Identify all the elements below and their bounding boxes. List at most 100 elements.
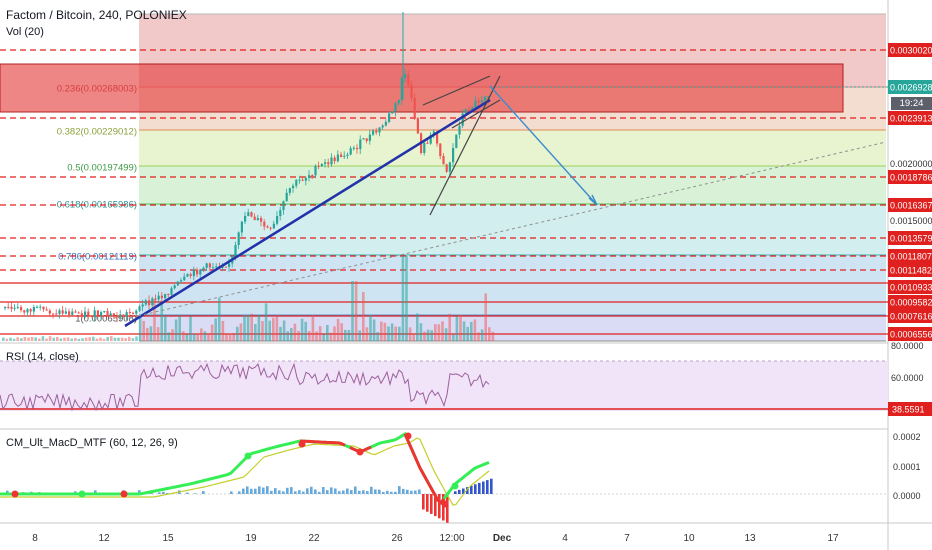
- macd-histogram-bar: [230, 491, 233, 494]
- price-tag: [888, 327, 932, 341]
- time-axis-label: 15: [162, 533, 174, 544]
- macd-histogram-bar: [318, 491, 321, 494]
- macd-cross-dot: [356, 448, 364, 456]
- macd-cross-dot: [244, 452, 252, 460]
- price-tag-text: 0.00163675: [890, 201, 932, 211]
- volume-bar: [120, 337, 124, 341]
- volume-bar: [336, 318, 340, 341]
- macd-histogram-bar: [266, 486, 269, 494]
- price-tag: [888, 231, 932, 245]
- price-tag-text: 0.00076167: [890, 312, 932, 322]
- time-axis-label: 26: [391, 533, 403, 544]
- price-axis: 0.00300201 0.00269287 0.00239132 0.00187866…: [888, 43, 932, 341]
- price-tag-text: 0.00065567: [890, 330, 932, 340]
- macd-cross-dot: [404, 432, 412, 440]
- macd-histogram-bar: [138, 490, 141, 494]
- volume-bar: [426, 329, 430, 341]
- volume-bar: [484, 293, 487, 341]
- volume-bar: [401, 256, 405, 341]
- candle: [202, 267, 205, 270]
- volume-bar: [192, 333, 196, 341]
- price-tag: [888, 43, 932, 57]
- macd-histogram-bar: [262, 487, 265, 494]
- price-tag-text: 0.00118079: [890, 252, 932, 262]
- candle: [176, 281, 179, 286]
- macd-axis-label: 0.0000: [893, 491, 921, 501]
- volume-bar: [142, 320, 145, 341]
- candle: [68, 311, 71, 315]
- candle: [250, 212, 253, 217]
- fib-label: 0.5(0.00197499): [67, 163, 137, 174]
- macd-histogram-bar: [314, 489, 317, 494]
- candle: [74, 311, 77, 313]
- candle: [388, 113, 391, 122]
- candle: [330, 157, 333, 165]
- volume-bar: [318, 326, 322, 341]
- price-tag: [888, 111, 932, 125]
- volume-bar: [66, 337, 70, 341]
- time-axis-label: 7: [624, 533, 630, 544]
- candle: [448, 162, 451, 172]
- volume-bar: [196, 333, 199, 341]
- price-tag-text: 0.00239132: [890, 114, 932, 124]
- candle: [164, 293, 167, 299]
- price-tag-text: 0.00187866: [890, 173, 932, 183]
- volume-bar: [106, 336, 109, 341]
- macd-histogram-bar: [458, 489, 461, 494]
- candle: [407, 74, 410, 85]
- candle: [96, 310, 99, 316]
- volume-bar: [423, 331, 426, 341]
- volume-bar: [5, 338, 9, 341]
- volume-bar: [488, 327, 491, 341]
- candle: [247, 212, 250, 216]
- candle: [55, 313, 58, 315]
- candle: [32, 307, 35, 312]
- wedge-lower-line: [451, 99, 501, 129]
- macd-histogram-bar: [374, 489, 377, 494]
- candle: [4, 306, 7, 309]
- candle: [266, 226, 269, 228]
- volume-bar: [218, 297, 221, 341]
- volume-bar: [408, 327, 412, 341]
- macd-histogram-bar: [354, 486, 357, 494]
- rsi-indicator-title: RSI (14, close): [6, 351, 79, 363]
- macd-histogram-bar: [386, 490, 389, 494]
- volume-bar: [376, 332, 379, 341]
- macd-histogram-bar: [490, 478, 493, 494]
- price-tag: [888, 280, 932, 294]
- candle: [157, 295, 160, 300]
- macd-histogram-bar: [486, 480, 489, 494]
- volume-bar: [27, 337, 30, 341]
- volume-bar: [365, 327, 369, 341]
- volume-bar: [221, 320, 225, 341]
- candle: [295, 179, 298, 186]
- macd-histogram-bar: [442, 494, 445, 521]
- macd-histogram-bar: [166, 493, 169, 494]
- fib-label: 0.382(0.00229012): [57, 127, 137, 138]
- candle: [221, 266, 224, 268]
- macd-histogram-bar: [282, 491, 285, 494]
- price-candles: [4, 12, 490, 323]
- volume-bar: [383, 322, 387, 341]
- macd-histogram-bar: [310, 486, 313, 494]
- time-axis-label: 10: [683, 533, 695, 544]
- macd-histogram-bar: [238, 491, 241, 494]
- candle: [183, 276, 186, 281]
- macd-histogram-bar: [202, 491, 205, 494]
- candle: [199, 269, 202, 275]
- volume-bar: [441, 321, 444, 341]
- volume-bar: [394, 326, 397, 341]
- volume-bar: [286, 331, 289, 341]
- volume-bar: [444, 328, 448, 341]
- candle: [458, 125, 461, 135]
- macd-histogram-bar: [278, 490, 281, 494]
- candle: [77, 312, 80, 314]
- candle: [359, 139, 362, 150]
- candle: [298, 179, 301, 181]
- macd-histogram-bar: [478, 482, 481, 494]
- projection-arrow: [489, 85, 598, 206]
- volume-bar: [2, 337, 5, 341]
- volume-bar: [459, 314, 462, 341]
